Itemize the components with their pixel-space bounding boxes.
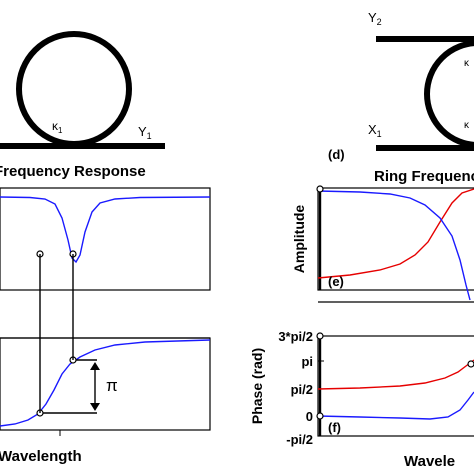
ytick-label-neg-pi2: -pi/2 <box>286 432 313 447</box>
right-top-port-label: Y2 <box>368 10 382 27</box>
left-phase-arrow-head-top <box>90 362 100 370</box>
right-coupling-top: κ <box>464 58 470 69</box>
left-phase-arrow-head-bottom <box>90 403 100 411</box>
left-coupling-label: κ1 <box>52 119 63 135</box>
left-xlabel: Wavelength <box>0 448 82 465</box>
left-amplitude-axes <box>0 187 211 291</box>
right-amplitude-plot: (e) <box>316 185 474 301</box>
right-amp-marker <box>316 185 324 193</box>
right-phase-marker-curve <box>467 360 474 368</box>
left-transmission-curve <box>0 196 211 264</box>
right-bottom-port-label: X1 <box>368 122 382 139</box>
left-phase-curve <box>0 339 211 427</box>
right-drop-curve <box>317 188 474 279</box>
panel-e-tag: (e) <box>328 274 344 289</box>
right-xlabel: Wavele <box>404 453 455 470</box>
left-ring <box>16 31 132 147</box>
left-amplitude-plot <box>0 187 211 291</box>
right-title: Ring Frequenc <box>374 168 474 185</box>
left-ring-schematic: κ1 Y1 <box>0 31 165 149</box>
right-phase-ylabel: Phase (rad) <box>249 348 265 424</box>
panel-d-tag: (d) <box>328 147 345 162</box>
right-phase-marker-top <box>316 332 324 340</box>
right-ring-schematic: Y2 X1 κ κ <box>368 10 474 151</box>
right-phase-plot: (f) <box>316 301 474 437</box>
right-amplitude-axes <box>317 187 474 291</box>
ytick-label-pi2: pi/2 <box>291 382 313 397</box>
left-phase-shift-label: π <box>106 376 118 395</box>
right-drop-phase-curve <box>317 359 474 390</box>
left-output-label: Y1 <box>138 124 152 141</box>
panel-f-tag: (f) <box>328 420 341 435</box>
left-phase-axes <box>0 337 211 431</box>
ytick-label-0: 0 <box>306 409 313 424</box>
right-through-phase-curve <box>317 391 474 420</box>
right-ring <box>424 40 474 148</box>
left-title: Frequency Response <box>0 163 146 180</box>
right-coupling-bottom: κ <box>464 120 470 131</box>
right-through-curve <box>317 190 471 301</box>
right-amp-ylabel: Amplitude <box>291 205 307 274</box>
right-phase-marker-bottom <box>316 412 324 420</box>
left-phase-plot: π <box>0 337 211 431</box>
right-phase-axes <box>317 335 474 437</box>
ytick-label-pi: pi <box>301 354 313 369</box>
ytick-label-3pi2: 3*pi/2 <box>278 329 313 344</box>
